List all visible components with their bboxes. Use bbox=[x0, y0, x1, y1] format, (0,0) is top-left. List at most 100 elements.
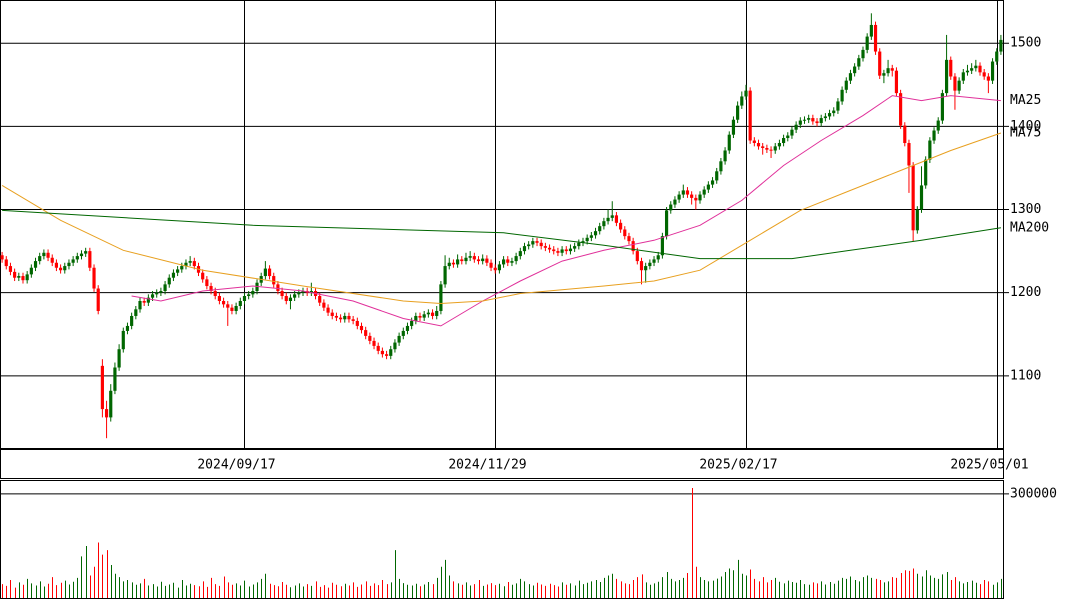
candle-body bbox=[974, 65, 978, 69]
candle-body bbox=[631, 241, 635, 252]
candle-body bbox=[288, 297, 293, 301]
candle-body bbox=[364, 330, 368, 336]
candle-body bbox=[71, 259, 75, 263]
candle-body bbox=[547, 247, 552, 250]
candle-body bbox=[17, 276, 21, 278]
candle-body bbox=[552, 249, 556, 252]
candle-body bbox=[970, 68, 974, 71]
candle-body bbox=[961, 72, 965, 81]
candle-body bbox=[163, 284, 167, 292]
candle-body bbox=[514, 256, 518, 262]
candle-body bbox=[104, 409, 109, 418]
candle-body bbox=[263, 268, 267, 277]
candle-body bbox=[919, 185, 924, 210]
candle-body bbox=[761, 146, 765, 149]
candle-body bbox=[326, 307, 330, 313]
x-tick-label: 2024/09/17 bbox=[197, 458, 275, 473]
candle-body bbox=[493, 267, 497, 271]
candle-body bbox=[827, 113, 832, 117]
candle-body bbox=[932, 130, 936, 141]
candle-body bbox=[221, 300, 226, 305]
candle-body bbox=[146, 297, 150, 303]
candle-body bbox=[677, 194, 681, 200]
candle-body bbox=[681, 190, 685, 195]
candle-body bbox=[405, 325, 410, 331]
candle-body bbox=[251, 291, 255, 295]
volume-panel bbox=[0, 480, 1004, 599]
candle-body bbox=[451, 262, 456, 265]
candle-body bbox=[748, 90, 752, 141]
y-tick-label: 1300 bbox=[1010, 202, 1041, 217]
candle-body bbox=[159, 291, 163, 293]
candle-body bbox=[840, 89, 844, 102]
candle-body bbox=[109, 390, 113, 418]
candle-body bbox=[894, 70, 899, 94]
candle-body bbox=[410, 320, 414, 326]
candle-body bbox=[598, 226, 602, 232]
candle-body bbox=[418, 315, 422, 318]
candle-body bbox=[351, 319, 355, 321]
candle-body bbox=[535, 241, 539, 243]
candle-body bbox=[744, 90, 748, 97]
candle-body bbox=[205, 279, 209, 287]
candle-body bbox=[853, 66, 857, 74]
candle-body bbox=[878, 51, 882, 76]
candle-body bbox=[125, 325, 130, 331]
candle-body bbox=[485, 258, 489, 263]
candle-body bbox=[690, 194, 694, 198]
candle-body bbox=[422, 314, 426, 318]
candle-body bbox=[489, 262, 493, 268]
candle-body bbox=[619, 222, 623, 230]
candle-body bbox=[38, 256, 42, 262]
candle-body bbox=[756, 143, 761, 147]
candle-body bbox=[652, 259, 656, 263]
candle-body bbox=[150, 294, 155, 298]
candle-body bbox=[602, 221, 606, 227]
ma-line bbox=[1, 132, 1002, 305]
candle-body bbox=[593, 231, 598, 236]
candle-body bbox=[339, 317, 343, 320]
candle-body bbox=[999, 39, 1003, 52]
candle-body bbox=[171, 272, 176, 278]
candle-body bbox=[322, 302, 326, 308]
candle-body bbox=[949, 59, 953, 77]
candle-body bbox=[531, 241, 535, 245]
candle-body bbox=[88, 251, 92, 268]
candle-body bbox=[117, 349, 121, 368]
candle-body bbox=[706, 184, 710, 190]
candle-body bbox=[130, 315, 134, 326]
y-tick-label: 1400 bbox=[1010, 119, 1041, 134]
candle-body bbox=[978, 65, 982, 73]
y-tick-label: 300000 bbox=[1010, 486, 1057, 501]
candle-body bbox=[343, 315, 347, 320]
candle-body bbox=[928, 140, 932, 160]
candle-body bbox=[623, 229, 627, 237]
candle-body bbox=[539, 242, 543, 247]
candle-body bbox=[560, 249, 564, 253]
candle-body bbox=[213, 291, 217, 297]
candle-body bbox=[330, 312, 334, 316]
candle-body bbox=[100, 365, 104, 410]
candle-body bbox=[903, 125, 907, 144]
candle-body bbox=[844, 80, 848, 90]
candle-body bbox=[644, 266, 648, 271]
candle-body bbox=[59, 267, 63, 271]
candle-body bbox=[656, 255, 660, 260]
candle-body bbox=[510, 261, 514, 263]
candle-body bbox=[727, 134, 731, 151]
candle-body bbox=[777, 143, 782, 147]
candle-body bbox=[664, 210, 669, 237]
candle-body bbox=[334, 315, 339, 318]
candle-body bbox=[782, 138, 786, 144]
candle-body bbox=[518, 251, 522, 257]
candle-body bbox=[953, 76, 957, 91]
candle-body bbox=[807, 118, 811, 120]
candle-body bbox=[293, 294, 297, 298]
candle-body bbox=[25, 274, 29, 281]
candle-body bbox=[456, 259, 460, 265]
candle-body bbox=[380, 350, 384, 355]
candle-body bbox=[685, 190, 690, 195]
candle-body bbox=[301, 291, 305, 293]
candle-body bbox=[389, 349, 393, 356]
